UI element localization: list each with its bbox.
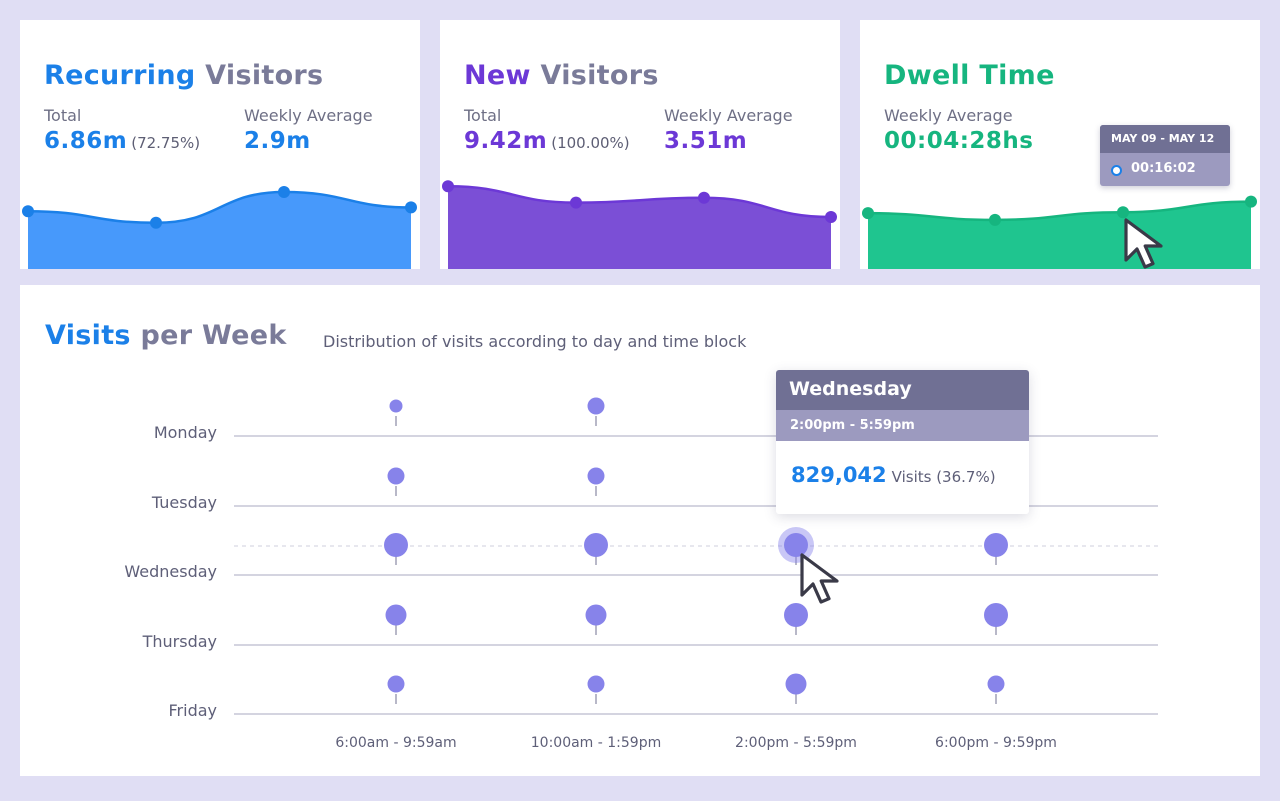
data-point <box>1245 195 1257 208</box>
card-title: Recurring Visitors <box>44 60 323 91</box>
weekly-average-label: Weekly Average <box>884 106 1013 125</box>
total-value: 6.86m (72.75%) <box>44 128 200 154</box>
total-percent: (72.75%) <box>131 134 201 152</box>
weekly-average-value: 00:04:28hs <box>884 128 1034 154</box>
visits-bubble-chart: Monday Tuesday Wednesday Thursday Friday 6:00… <box>124 397 1158 751</box>
bubble[interactable] <box>387 467 405 485</box>
title-rest: Visitors <box>540 60 659 91</box>
tooltip-visits-value: 829,042 <box>791 463 887 487</box>
title-accent: Visits <box>45 320 131 351</box>
y-tick-label: Wednesday <box>124 562 217 581</box>
data-point <box>862 207 874 220</box>
bubble[interactable] <box>984 533 1008 557</box>
bubble[interactable] <box>385 604 407 626</box>
title-accent: Recurring <box>44 60 196 91</box>
bubble[interactable] <box>984 603 1008 627</box>
data-point <box>570 196 582 209</box>
bubble[interactable] <box>587 467 605 485</box>
dwell-area-chart <box>862 186 1257 269</box>
card-title: New Visitors <box>464 60 659 91</box>
area-fill <box>448 186 831 269</box>
recurring-area-chart <box>22 186 417 269</box>
bubble[interactable] <box>384 533 408 557</box>
mouse-pointer-icon <box>1124 218 1163 269</box>
dwell-tooltip: MAY 09 - MAY 12 00:16:02 <box>1100 125 1230 186</box>
total-label: Total <box>44 106 82 125</box>
total-number: 6.86m <box>44 128 128 154</box>
bubble[interactable] <box>587 397 605 415</box>
bubble[interactable] <box>389 399 403 413</box>
title-accent: New <box>464 60 531 91</box>
bubble[interactable] <box>987 675 1005 693</box>
tooltip-body: 00:16:02 <box>1100 153 1230 186</box>
area-line <box>447 185 832 219</box>
data-point <box>1117 206 1129 219</box>
area-line <box>867 200 1252 222</box>
data-point <box>442 180 454 193</box>
tooltip-value: 00:16:02 <box>1131 161 1196 176</box>
bubble[interactable] <box>785 673 807 695</box>
visits-per-week-card: Visits per Week Distribution of visits a… <box>20 285 1260 776</box>
weekly-average-value: 2.9m <box>244 128 311 154</box>
data-point <box>989 213 1001 226</box>
weekly-average-label: Weekly Average <box>244 106 373 125</box>
bubble[interactable] <box>784 603 808 627</box>
data-point <box>278 186 290 199</box>
legend-dot-icon <box>1111 165 1122 176</box>
y-tick-label: Thursday <box>142 632 217 651</box>
visits-subtitle: Distribution of visits according to day … <box>323 332 747 351</box>
bubble[interactable] <box>584 533 608 557</box>
tooltip-day: Wednesday <box>776 370 1029 410</box>
y-tick-label: Monday <box>154 423 217 442</box>
tooltip-body: 829,042 Visits (36.7%) <box>776 441 1029 487</box>
bubble[interactable] <box>587 675 605 693</box>
y-tick-label: Friday <box>169 701 218 720</box>
area-fill <box>28 192 411 269</box>
y-tick-label: Tuesday <box>151 493 217 512</box>
x-tick-label: 2:00pm - 5:59pm <box>735 735 857 751</box>
data-point <box>825 211 837 223</box>
data-point <box>22 205 34 218</box>
card-title: Dwell Time <box>884 60 1055 91</box>
x-tick-label: 10:00am - 1:59pm <box>531 735 661 751</box>
weekly-average-label: Weekly Average <box>664 106 793 125</box>
x-tick-label: 6:00pm - 9:59pm <box>935 735 1057 751</box>
title-rest: per Week <box>140 320 287 351</box>
new-visitors-card: New Visitors Total 9.42m (100.00%) Weekly… <box>440 20 840 269</box>
mouse-pointer-icon <box>800 553 839 604</box>
visits-title: Visits per Week <box>45 320 287 351</box>
bubble[interactable] <box>585 604 607 626</box>
data-point <box>405 201 417 214</box>
area-fill <box>868 201 1251 269</box>
dwell-time-card: Dwell Time Weekly Average 00:04:28hs MAY… <box>860 20 1260 269</box>
recurring-visitors-card: Recurring Visitors Total 6.86m (72.75%) W… <box>20 20 420 269</box>
total-label: Total <box>464 106 502 125</box>
data-point <box>150 216 162 229</box>
title-rest: Visitors <box>205 60 324 91</box>
x-tick-label: 6:00am - 9:59am <box>335 735 456 751</box>
bubble[interactable] <box>387 675 405 693</box>
bubble[interactable] <box>784 533 808 557</box>
visits-tooltip: Wednesday 2:00pm - 5:59pm 829,042 Visits … <box>776 370 1029 514</box>
new-area-chart <box>442 180 837 269</box>
weekly-average-value: 3.51m <box>664 128 748 154</box>
total-number: 9.42m <box>464 128 548 154</box>
data-point <box>698 191 710 204</box>
total-value: 9.42m (100.00%) <box>464 128 630 154</box>
tooltip-visits-unit: Visits (36.7%) <box>891 468 996 486</box>
tooltip-time-block: 2:00pm - 5:59pm <box>776 410 1029 441</box>
tooltip-range: MAY 09 - MAY 12 <box>1100 125 1230 153</box>
area-line <box>27 190 412 225</box>
total-percent: (100.00%) <box>551 134 630 152</box>
